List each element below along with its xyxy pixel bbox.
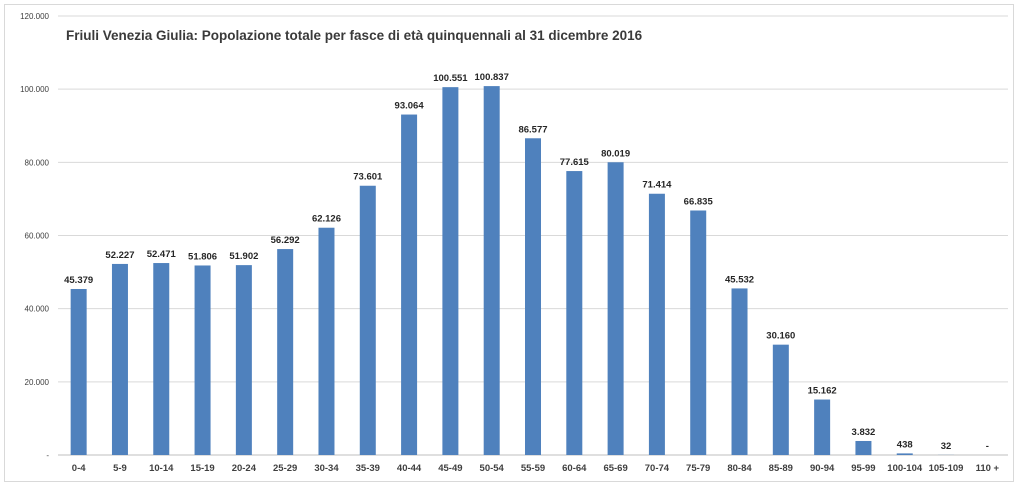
chart-area bbox=[4, 4, 1014, 482]
x-tick-label: 40-44 bbox=[397, 463, 422, 474]
bar bbox=[442, 87, 459, 455]
bar bbox=[855, 440, 872, 455]
x-tick-label: 80-84 bbox=[727, 463, 752, 474]
x-tick-label: 100-104 bbox=[887, 463, 923, 474]
bar bbox=[566, 171, 583, 455]
x-tick-label: 110 + bbox=[976, 463, 1000, 474]
data-label: 71.414 bbox=[642, 180, 672, 191]
bar bbox=[401, 114, 418, 455]
y-tick-label: - bbox=[46, 451, 49, 460]
x-tick-label: 60-64 bbox=[562, 463, 587, 474]
x-tick-label: 105-109 bbox=[929, 463, 964, 474]
x-tick-label: 25-29 bbox=[273, 463, 297, 474]
x-tick-label: 30-34 bbox=[314, 463, 339, 474]
bar bbox=[153, 263, 170, 455]
bar bbox=[483, 86, 500, 455]
x-tick-label: 55-59 bbox=[521, 463, 545, 474]
bar bbox=[194, 265, 211, 455]
data-label: 15.162 bbox=[808, 386, 837, 397]
data-label: 30.160 bbox=[766, 331, 795, 342]
x-tick-label: 90-94 bbox=[810, 463, 835, 474]
data-label: - bbox=[986, 441, 989, 452]
bar bbox=[607, 162, 624, 455]
data-label: 62.126 bbox=[312, 214, 341, 225]
bar bbox=[70, 288, 87, 455]
data-label: 32 bbox=[941, 441, 952, 452]
y-tick-label: 20.000 bbox=[25, 378, 50, 387]
y-tick-label: 100.000 bbox=[20, 85, 49, 94]
x-tick-label: 95-99 bbox=[851, 463, 875, 474]
data-label: 51.806 bbox=[188, 251, 217, 262]
x-tick-label: 10-14 bbox=[149, 463, 174, 474]
data-label: 52.227 bbox=[105, 250, 134, 261]
x-tick-label: 65-69 bbox=[603, 463, 627, 474]
bar bbox=[814, 399, 831, 455]
bar bbox=[525, 138, 541, 456]
data-label: 438 bbox=[897, 439, 913, 450]
data-label: 56.292 bbox=[271, 235, 300, 246]
data-label: 3.832 bbox=[852, 427, 876, 438]
data-label: 100.837 bbox=[475, 72, 509, 83]
y-tick-label: 60.000 bbox=[25, 232, 50, 241]
bar bbox=[648, 193, 665, 456]
data-label: 100.551 bbox=[433, 73, 468, 84]
chart-title: Friuli Venezia Giulia: Popolazione total… bbox=[66, 28, 643, 43]
bar bbox=[772, 344, 789, 455]
bar bbox=[359, 185, 376, 455]
x-tick-label: 50-54 bbox=[480, 463, 505, 474]
bar bbox=[690, 210, 707, 455]
data-label: 73.601 bbox=[353, 172, 383, 183]
y-tick-label: 120.000 bbox=[20, 12, 49, 21]
x-tick-label: 35-39 bbox=[356, 463, 380, 474]
x-tick-label: 75-79 bbox=[686, 463, 710, 474]
bar bbox=[277, 249, 294, 455]
x-tick-label: 45-49 bbox=[438, 463, 462, 474]
bar bbox=[731, 288, 748, 455]
data-label: 45.532 bbox=[725, 274, 754, 285]
data-label: 45.379 bbox=[64, 275, 93, 286]
data-label: 66.835 bbox=[684, 196, 714, 207]
bar bbox=[235, 265, 252, 455]
x-tick-label: 70-74 bbox=[645, 463, 670, 474]
data-label: 77.615 bbox=[560, 157, 590, 168]
data-label: 86.577 bbox=[518, 124, 547, 135]
x-tick-label: 85-89 bbox=[769, 463, 793, 474]
x-tick-label: 0-4 bbox=[72, 463, 86, 474]
x-tick-label: 5-9 bbox=[113, 463, 127, 474]
x-tick-label: 15-19 bbox=[190, 463, 214, 474]
bar bbox=[111, 263, 128, 455]
x-tick-label: 20-24 bbox=[232, 463, 257, 474]
y-tick-label: 40.000 bbox=[25, 305, 50, 314]
data-label: 51.902 bbox=[229, 251, 258, 262]
bar bbox=[318, 227, 335, 455]
data-label: 93.064 bbox=[395, 101, 425, 112]
y-tick-label: 80.000 bbox=[25, 158, 50, 167]
bar bbox=[896, 453, 913, 455]
data-label: 52.471 bbox=[147, 249, 177, 260]
data-label: 80.019 bbox=[601, 148, 630, 159]
